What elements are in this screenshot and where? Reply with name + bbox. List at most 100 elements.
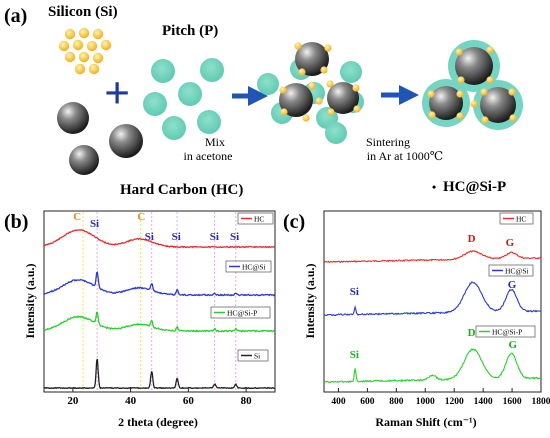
raman-legend-box [488,264,534,277]
silicon-particle [78,51,90,63]
silicon-particle [74,63,86,75]
silicon-particle [302,114,310,122]
raman-x-tick-label: 1800 [532,397,550,407]
pitch-particle [200,58,224,82]
xrd-curves [43,229,276,390]
hc-sphere [480,87,516,123]
silicon-particle [427,90,435,98]
pitch-particle [143,92,167,116]
silicon-particle [481,116,489,124]
silicon-label: Silicon (Si) [48,4,118,20]
pitch-particle [178,82,202,106]
panel-b-label: (b) [4,211,28,233]
hc-sphere [69,145,99,175]
sinter-label-line1: Sintering [366,135,410,149]
hc-sphere [279,83,313,117]
silicon-particle [64,51,76,63]
silicon-particle [64,28,76,40]
silicon-particle [315,97,323,105]
xrd-ylabel: Intensity (a.u.) [23,263,37,338]
silicon-particle [428,111,436,119]
xrd-x-tick-label: 20 [67,395,79,407]
xrd-peak-label: Si [210,231,219,243]
raman-x-tick-label: 1400 [474,397,493,407]
silicon-particles [58,27,112,75]
hc-sphere [295,42,329,76]
xrd-legend-box [210,306,271,319]
xrd-peak-label: C [137,211,145,223]
panel-a-label: (a) [4,5,27,27]
silicon-particle [508,88,516,96]
silicon-particle [100,39,112,51]
hc-sphere [429,86,463,120]
xrd-legend-label: HC@Si-P [227,309,257,318]
raman-curves [323,250,542,384]
silicon-particle [456,90,464,98]
silicon-particle [294,42,302,50]
raman-legends: HC HC@Si HC@Si-P [475,212,536,338]
mixed-cluster [257,42,364,144]
raman-band-label: D [468,233,476,245]
silicon-particle [92,28,104,40]
xrd-legend-label: HC@Si [242,263,266,272]
silicon-particle [78,27,90,39]
silicon-particle [457,76,465,84]
raman-x-tick-label: 600 [360,397,375,407]
pitch-particle [197,110,221,134]
raman-series-HC-Si-P [323,348,542,384]
silicon-particle [280,108,288,116]
raman-x-tick-label: 400 [331,397,346,407]
pitch-particle [340,61,362,83]
silicon-particle [298,68,306,76]
xrd-peak-label: Si [90,218,99,230]
silicon-particle [324,44,332,52]
silicon-particle [352,84,360,92]
xrd-series-HC-Si-P [43,311,276,333]
raman-x-tick-label: 1200 [445,397,464,407]
xrd-x-tick-label: 40 [125,395,137,407]
xrd-legend-box [237,349,269,362]
silicon-particle [486,76,494,84]
pitch-particle [325,122,347,144]
raman-xlabel: Raman Shift (cm⁻¹) [375,415,476,429]
raman-panel: (c) D G Si G Si D G HC HC@Si HC@Si-P 400 600 800 10… [283,210,550,429]
raman-legend-label: HC@Si [505,267,529,276]
xrd-series-HC [43,229,276,249]
xrd-peak-label: Si [230,231,239,243]
raman-legend-label: HC@Si-P [492,328,522,337]
xrd-legend-box [225,260,272,273]
silicon-particle [353,105,361,113]
silicon-particle [320,66,328,74]
silicon-particle [509,114,517,122]
xrd-plot-frame [43,210,276,393]
silicon-particle [486,46,494,54]
xrd-peak-label: Si [172,231,181,243]
silicon-particle [470,100,478,108]
pitch-label: Pitch (P) [162,23,218,39]
raman-band-label: D [468,327,476,339]
silicon-particle [88,63,100,75]
silicon-particle [92,52,104,64]
raman-legend-box [475,325,536,338]
silicon-particle [480,88,488,96]
product-bullet: • [432,180,436,194]
xrd-x-tick-label: 60 [183,395,195,407]
mix-label-line1: Mix [205,135,225,149]
xrd-series-Si [43,358,276,390]
pitch-particle [162,116,186,140]
xrd-legends: HC HC@Si HC@Si-P Si [210,212,274,362]
product-label: HC@Si-P [443,179,506,195]
raman-series-HC-Si [323,281,542,317]
raman-plot-frame [323,210,542,393]
product-cluster [422,40,523,130]
xrd-legend-box [237,212,274,225]
xrd-x-tick-label: 80 [241,395,253,407]
pitch-particle [151,59,175,83]
silicon-particle [455,48,463,56]
raman-x-axis: 400 600 800 1000 1200 1400 1600 1800 [331,388,550,407]
hard-carbon-spheres [57,102,143,175]
xrd-legend-label: HC [254,215,264,224]
xrd-legend-label: Si [254,352,260,361]
sinter-label-line2: in Ar at 1000℃ [367,149,443,163]
